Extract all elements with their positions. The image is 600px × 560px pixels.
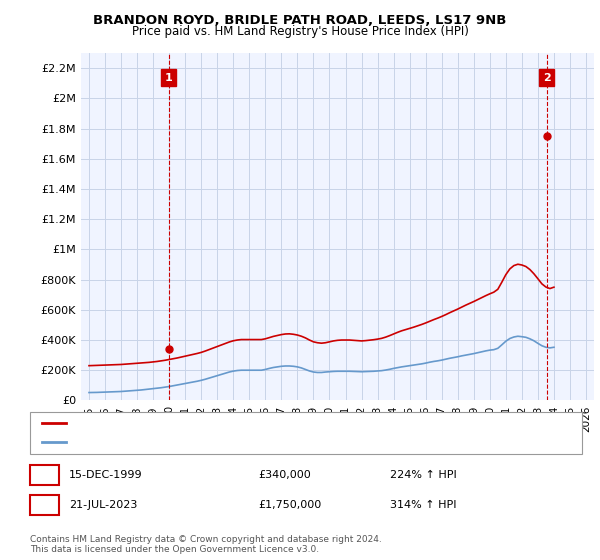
Text: Contains HM Land Registry data © Crown copyright and database right 2024.
This d: Contains HM Land Registry data © Crown c… <box>30 535 382 554</box>
Text: 224% ↑ HPI: 224% ↑ HPI <box>390 470 457 479</box>
Text: 1: 1 <box>164 72 172 82</box>
Text: 2: 2 <box>543 72 551 82</box>
Text: 2: 2 <box>41 501 48 510</box>
Text: BRANDON ROYD, BRIDLE PATH ROAD, LEEDS, LS17 9NB (detached house): BRANDON ROYD, BRIDLE PATH ROAD, LEEDS, L… <box>72 418 456 428</box>
Text: Price paid vs. HM Land Registry's House Price Index (HPI): Price paid vs. HM Land Registry's House … <box>131 25 469 38</box>
Text: £1,750,000: £1,750,000 <box>258 501 321 510</box>
Text: 15-DEC-1999: 15-DEC-1999 <box>69 470 143 479</box>
Text: HPI: Average price, detached house, Leeds: HPI: Average price, detached house, Leed… <box>72 437 295 447</box>
Text: 1: 1 <box>41 470 48 479</box>
Text: 21-JUL-2023: 21-JUL-2023 <box>69 501 137 510</box>
Text: 314% ↑ HPI: 314% ↑ HPI <box>390 501 457 510</box>
Text: BRANDON ROYD, BRIDLE PATH ROAD, LEEDS, LS17 9NB: BRANDON ROYD, BRIDLE PATH ROAD, LEEDS, L… <box>94 14 506 27</box>
Text: £340,000: £340,000 <box>258 470 311 479</box>
